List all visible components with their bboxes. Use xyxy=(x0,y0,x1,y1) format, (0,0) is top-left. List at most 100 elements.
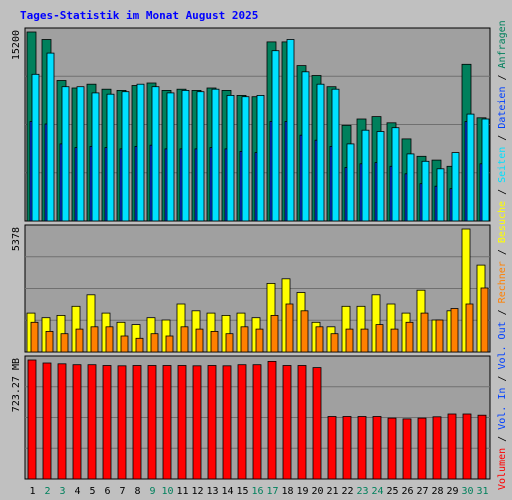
bar-kbytes-day-25 xyxy=(387,417,397,480)
x-tick-label: 14 xyxy=(221,486,233,497)
y-max-label-requests: 15200 xyxy=(11,30,22,60)
x-tick-label: 7 xyxy=(119,486,125,497)
bar-pages-day-20 xyxy=(316,83,325,222)
panel-visits: 5378 xyxy=(11,224,491,353)
bar-kbytes-day-3 xyxy=(57,363,67,480)
x-tick-label: 6 xyxy=(104,486,110,497)
bar-kbytes-day-16 xyxy=(252,364,262,480)
bar-kbytes-day-1 xyxy=(27,359,37,480)
bar-pages-day-23 xyxy=(361,129,370,222)
x-tick-label: 28 xyxy=(431,486,443,497)
x-tick-label: 12 xyxy=(191,486,203,497)
bar-sites-day-6 xyxy=(105,326,114,353)
bar-pages-day-31 xyxy=(481,118,490,222)
bar-kbytes-day-11 xyxy=(177,365,187,480)
bar-pages-day-19 xyxy=(301,71,310,222)
legend-separator: / xyxy=(497,135,508,147)
bar-sites-day-8 xyxy=(135,337,144,353)
bar-sites-day-9 xyxy=(150,333,159,353)
bar-sites-day-19 xyxy=(300,310,309,353)
bar-kbytes-day-28 xyxy=(432,416,442,480)
x-tick-label: 27 xyxy=(416,486,428,497)
bar-kbytes-day-31 xyxy=(477,414,487,480)
bar-pages-day-28 xyxy=(436,168,445,222)
bar-sites-day-25 xyxy=(390,328,399,353)
legend-item: Vol. Out xyxy=(497,321,508,375)
panel-volume: 723.27 MB xyxy=(11,355,491,480)
bar-pages-day-12 xyxy=(196,91,205,222)
bar-sites-day-4 xyxy=(75,328,84,353)
x-tick-label: 30 xyxy=(461,486,473,497)
bar-sites-day-11 xyxy=(180,326,189,353)
x-tick-label: 11 xyxy=(176,486,188,497)
bar-kbytes-day-21 xyxy=(327,416,337,480)
y-max-label-volume: 723.27 MB xyxy=(11,358,22,412)
bar-pages-day-22 xyxy=(346,143,355,222)
x-tick-label: 1 xyxy=(29,486,35,497)
x-tick-label: 15 xyxy=(236,486,248,497)
x-tick-label: 26 xyxy=(401,486,413,497)
bar-sites-day-31 xyxy=(480,287,489,353)
legend-text: Volumen / Vol. In / Vol. Out / Rechner /… xyxy=(497,20,508,490)
legend-item: Volumen xyxy=(497,448,508,490)
bar-kbytes-day-22 xyxy=(342,416,352,480)
bar-sites-day-20 xyxy=(315,326,324,353)
legend-item: Rechner xyxy=(497,261,508,309)
x-tick-label: 16 xyxy=(251,486,263,497)
chart-legend: Volumen / Vol. In / Vol. Out / Rechner /… xyxy=(497,20,508,490)
bar-kbytes-day-19 xyxy=(297,365,307,480)
bar-kbytes-day-14 xyxy=(222,365,232,480)
bar-kbytes-day-20 xyxy=(312,367,322,480)
x-tick-label: 24 xyxy=(371,486,383,497)
bar-pages-day-14 xyxy=(226,95,235,222)
bar-pages-day-7 xyxy=(121,91,130,222)
bar-kbytes-day-27 xyxy=(417,417,427,480)
x-tick-label: 4 xyxy=(74,486,80,497)
bar-pages-day-3 xyxy=(61,86,70,222)
legend-separator: / xyxy=(497,189,508,201)
bar-kbytes-day-12 xyxy=(192,365,202,480)
bar-sites-day-15 xyxy=(240,326,249,353)
x-tick-label: 18 xyxy=(281,486,293,497)
x-tick-label: 25 xyxy=(386,486,398,497)
bar-kbytes-day-15 xyxy=(237,364,247,480)
bar-sites-day-18 xyxy=(285,303,294,353)
x-axis-day-labels: 1 2 3 4 5 6 7 8 9 10 11 12 13 14 15 16 17 18 19 20 21 22 23 24 2… xyxy=(29,486,488,497)
bar-sites-day-17 xyxy=(270,314,279,353)
legend-item: Seiten xyxy=(497,147,508,189)
x-tick-label: 29 xyxy=(446,486,458,497)
bar-kbytes-day-4 xyxy=(72,364,82,480)
bar-sites-day-28 xyxy=(435,319,444,353)
bar-sites-day-7 xyxy=(120,335,129,353)
x-tick-label: 20 xyxy=(311,486,323,497)
x-tick-label: 22 xyxy=(341,486,353,497)
legend-separator: / xyxy=(497,249,508,261)
legend-item: Vol. In xyxy=(497,388,508,436)
bar-kbytes-day-29 xyxy=(447,413,457,480)
bar-kbytes-day-18 xyxy=(282,365,292,480)
legend-separator: / xyxy=(497,436,508,448)
bar-kbytes-day-13 xyxy=(207,365,217,480)
bar-kbytes-day-6 xyxy=(102,365,112,480)
x-tick-label: 8 xyxy=(134,486,140,497)
x-tick-label: 3 xyxy=(59,486,65,497)
bar-pages-day-9 xyxy=(151,86,160,222)
legend-item: Dateien xyxy=(497,87,508,135)
bar-kbytes-day-5 xyxy=(87,364,97,480)
bar-pages-day-25 xyxy=(391,127,400,222)
bar-pages-day-27 xyxy=(421,160,430,222)
bar-kbytes-day-24 xyxy=(372,416,382,480)
bar-pages-day-6 xyxy=(106,93,115,222)
bar-sites-day-10 xyxy=(165,335,174,353)
bar-sites-day-23 xyxy=(360,328,369,353)
bar-sites-day-14 xyxy=(225,333,234,353)
x-tick-label: 19 xyxy=(296,486,308,497)
bar-pages-day-5 xyxy=(91,92,100,222)
x-tick-label: 5 xyxy=(89,486,95,497)
y-max-label-visits: 5378 xyxy=(11,227,22,251)
bar-sites-day-5 xyxy=(90,326,99,353)
bar-pages-day-29 xyxy=(451,152,460,222)
bar-sites-day-1 xyxy=(30,321,39,353)
x-tick-label: 10 xyxy=(161,486,173,497)
